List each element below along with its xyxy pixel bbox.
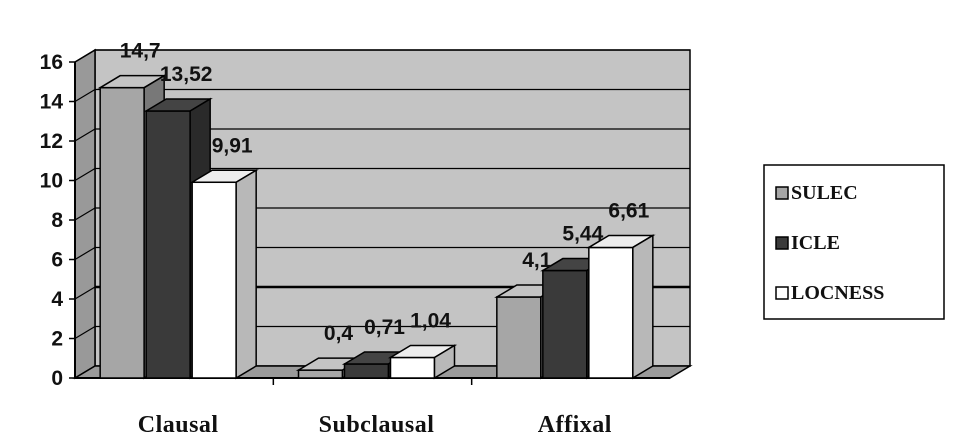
data-label: 0,4: [324, 322, 354, 345]
bar-front: [588, 246, 634, 379]
y-tick-label: 14: [40, 91, 64, 114]
y-tick-label: 8: [51, 209, 63, 232]
data-labels: 14,713,52 9,91 0,4 0,71 1,04 4,1 5,446,61: [120, 40, 650, 345]
y-tick-label: 16: [40, 51, 63, 74]
y-tick-label: 4: [51, 288, 63, 311]
gridline-side: [74, 49, 96, 63]
bar-side: [235, 168, 257, 380]
legend-box: [763, 164, 945, 320]
legend-swatch-icle: [775, 236, 789, 250]
category-label: Clausal: [138, 412, 219, 438]
bar-front: [542, 269, 588, 379]
bar-front: [297, 369, 344, 379]
gridline-side: [74, 325, 96, 340]
y-tick-label: 2: [51, 328, 63, 351]
category-label: Affixal: [538, 412, 612, 438]
bar-front: [496, 296, 542, 379]
legend-label-icle: ICLE: [791, 232, 840, 254]
category-labels: Clausal Subclausal Affixal: [138, 412, 612, 438]
gridline-side: [74, 207, 96, 221]
bar-side: [632, 234, 654, 380]
category-label: Subclausal: [319, 412, 435, 438]
gridline-side: [74, 246, 96, 261]
legend-swatch-sulec: [775, 186, 789, 200]
data-label: 0,71: [364, 316, 405, 339]
bar-locness-subclausal: [387, 344, 458, 380]
bar-front: [389, 356, 436, 379]
bar-locness-affixal: [586, 234, 656, 380]
data-label: 5,44: [562, 223, 603, 246]
legend-swatch-locness: [775, 286, 789, 300]
data-label: 14,7: [120, 40, 161, 63]
data-label: 9,91: [212, 134, 253, 157]
legend: SULEC ICLE LOCNESS: [763, 164, 945, 320]
bars: [97, 74, 656, 380]
bar-locness-clausal: [189, 168, 259, 380]
y-tick-labels: 0 2 4 6 8 10 12 14 16: [40, 51, 64, 390]
y-tick-label: 12: [40, 130, 63, 153]
data-label: 1,04: [410, 309, 451, 332]
legend-label-sulec: SULEC: [791, 182, 858, 204]
bar-side: [433, 344, 456, 380]
bar-front: [343, 363, 390, 379]
y-tick-label: 6: [51, 249, 63, 272]
bar-front: [99, 86, 145, 379]
y-tick-label: 0: [51, 367, 63, 390]
bar-front: [145, 110, 191, 379]
gridline-side: [74, 88, 96, 103]
data-label: 13,52: [160, 63, 213, 86]
gridline-side: [74, 286, 96, 300]
gridline-side: [74, 167, 96, 182]
data-label: 4,1: [522, 249, 552, 272]
legend-label-locness: LOCNESS: [791, 282, 884, 304]
bar-front: [191, 181, 237, 379]
gridline-side: [74, 128, 96, 142]
y-tick-label: 10: [40, 170, 63, 193]
data-label: 6,61: [608, 199, 649, 222]
